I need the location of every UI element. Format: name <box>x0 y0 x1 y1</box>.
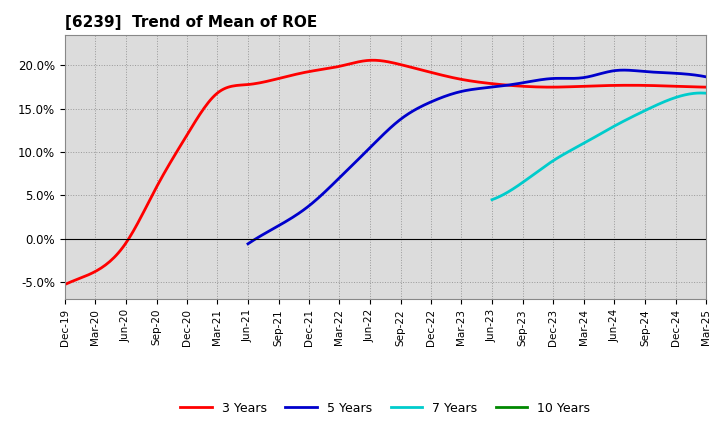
Text: [6239]  Trend of Mean of ROE: [6239] Trend of Mean of ROE <box>65 15 317 30</box>
Legend: 3 Years, 5 Years, 7 Years, 10 Years: 3 Years, 5 Years, 7 Years, 10 Years <box>176 397 595 420</box>
